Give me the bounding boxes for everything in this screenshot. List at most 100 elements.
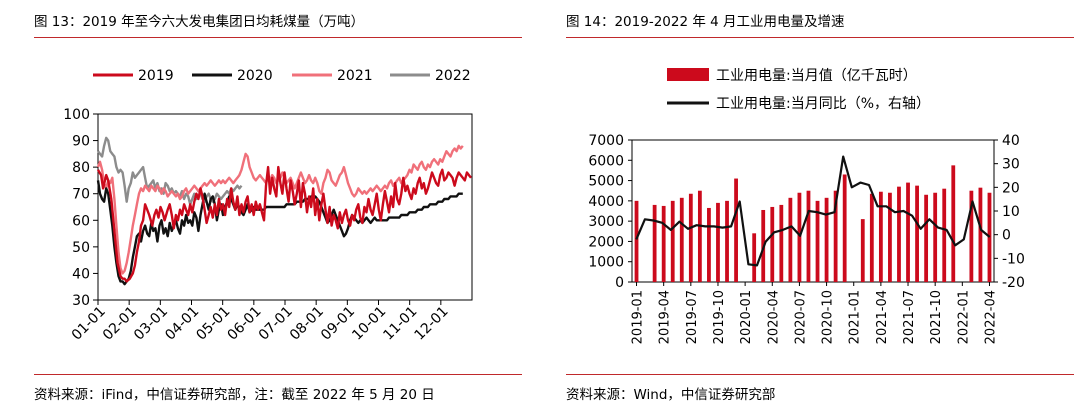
x-tick-label: 10-01 [349, 304, 389, 344]
bar-2021-03 [869, 193, 874, 282]
chart-title: 图 14：2019-2022 年 4 月工业用电量及增速 [566, 14, 845, 30]
y-right-tick-label: 20 [1002, 180, 1020, 196]
y-tick-label: 90 [72, 134, 90, 150]
x-tick-label: 2022-04 [983, 290, 998, 344]
y-left-tick-label: 1000 [588, 255, 624, 271]
y-right-tick-label: -10 [1002, 251, 1025, 267]
y-tick-label: 30 [72, 293, 90, 309]
x-tick-label: 12-01 [412, 304, 452, 344]
y-left-tick-label: 7000 [588, 133, 624, 149]
bar-2019-05 [670, 200, 675, 282]
bar-2021-04 [878, 191, 883, 282]
x-tick-label: 02-01 [100, 304, 140, 344]
bar-2021-12 [951, 165, 956, 282]
legend-label-2019: 2019 [138, 68, 174, 84]
y-tick-label: 100 [63, 107, 90, 123]
bar-2019-11 [725, 200, 729, 282]
chart-source: 资料来源：Wind，中信证券研究部 [566, 387, 776, 403]
y-right-tick-label: 0 [1002, 228, 1011, 244]
y-tick-label: 60 [72, 213, 90, 229]
bar-2021-11 [942, 188, 947, 282]
bar-2020-06 [788, 197, 793, 282]
bar-2021-10 [933, 192, 938, 282]
x-tick-label: 05-01 [193, 304, 233, 344]
legend-label-2021: 2021 [337, 68, 373, 84]
bar-2021-08 [915, 185, 919, 282]
bar-2019-03 [652, 204, 657, 282]
x-tick-label: 2021-10 [929, 290, 944, 344]
x-tick-label: 09-01 [318, 304, 358, 344]
bar-2022-04 [987, 192, 992, 282]
y-right-tick-label: 40 [1002, 133, 1020, 149]
x-tick-label: 2022-01 [956, 290, 971, 344]
bar-2021-07 [906, 182, 910, 282]
chart-source: 资料来源：iFind，中信证券研究部，注：截至 2022 年 5 月 20 日 [34, 387, 435, 403]
bar-2020-02 [752, 233, 757, 282]
bar-2021-02 [860, 219, 865, 282]
x-tick-label: 2019-01 [631, 290, 646, 344]
bar-2022-02 [969, 190, 974, 282]
x-tick-label: 07-01 [256, 304, 296, 344]
right-chart-panel: 图 14：2019-2022 年 4 月工业用电量及增速 0 1000 2000 30… [556, 0, 1080, 413]
y-left-tick-label: 6000 [588, 153, 624, 169]
bar-2021-05 [888, 192, 892, 282]
x-tick-label: 06-01 [225, 304, 265, 344]
legend-label-bars: 工业用电量:当月值（亿千瓦时） [716, 68, 917, 84]
bar-2020-07 [797, 192, 802, 282]
bar-2020-11 [833, 190, 838, 282]
x-tick-label: 2020-01 [739, 290, 754, 344]
bar-2019-07 [688, 193, 693, 282]
source-rule [566, 374, 1074, 375]
x-tick-label: 08-01 [287, 304, 327, 344]
y-tick-label: 40 [72, 266, 90, 282]
bar-2020-09 [815, 200, 820, 282]
y-left-tick-label: 3000 [588, 214, 624, 230]
x-tick-label: 2020-07 [793, 290, 808, 344]
legend-label-line: 工业用电量:当月同比（%，右轴） [716, 96, 930, 112]
coal-consumption-line-chart: 30 40 50 60 70 80 90 100 01-0102-0103-0104-0105-… [63, 68, 473, 344]
bar-2020-08 [806, 190, 811, 282]
x-tick-label: 03-01 [131, 304, 171, 344]
legend-swatch-bars [667, 68, 709, 81]
bar-2019-06 [679, 197, 684, 282]
x-tick-label: 2021-01 [848, 290, 863, 344]
title-rule [566, 37, 1074, 38]
y-right-tick-label: 10 [1002, 204, 1020, 220]
y-right-tick-label: 30 [1002, 157, 1020, 173]
bar-2020-04 [770, 206, 775, 282]
x-tick-label: 04-01 [162, 304, 202, 344]
x-tick-label: 2019-07 [685, 290, 700, 344]
legend-label-2022: 2022 [435, 68, 471, 84]
chart-title: 图 13：2019 年至今六大发电集团日均耗煤量（万吨） [34, 14, 365, 30]
y-left-tick-label: 4000 [588, 194, 624, 210]
bar-2020-10 [824, 197, 829, 282]
y-tick-label: 50 [72, 240, 90, 256]
legend-label-2020: 2020 [237, 68, 273, 84]
bar-2019-09 [707, 207, 711, 282]
bar-2019-12 [734, 178, 738, 282]
bar-2020-12 [842, 174, 847, 282]
x-tick-label: 2020-10 [821, 290, 836, 344]
bar-2020-05 [779, 204, 784, 282]
bar-2022-03 [978, 187, 983, 282]
series-line-2020 [96, 180, 463, 286]
series-line-2021 [96, 144, 464, 275]
y-tick-label: 70 [72, 187, 90, 203]
bar-2019-10 [716, 202, 720, 282]
x-tick-label: 2021-04 [875, 290, 890, 344]
bar-2021-09 [924, 194, 929, 282]
title-rule [34, 37, 522, 38]
yoy-growth-line [635, 155, 991, 267]
x-tick-label: 2019-04 [658, 290, 673, 344]
y-tick-label: 80 [72, 160, 90, 176]
source-rule [34, 374, 522, 375]
x-tick-label: 11-01 [380, 304, 420, 344]
y-right-tick-label: -20 [1002, 275, 1025, 291]
y-left-tick-label: 0 [615, 275, 624, 291]
y-left-tick-label: 2000 [588, 234, 624, 250]
left-chart-panel: 图 13：2019 年至今六大发电集团日均耗煤量（万吨） 30 40 50 60 70 8… [0, 0, 530, 413]
x-tick-label: 01-01 [69, 304, 109, 344]
industrial-power-combo-chart: 0 1000 2000 3000 4000 5000 6000 7000 -20 -10 0 10 20… [588, 68, 1025, 344]
bar-2021-06 [897, 186, 901, 282]
y-left-tick-label: 5000 [588, 174, 624, 190]
